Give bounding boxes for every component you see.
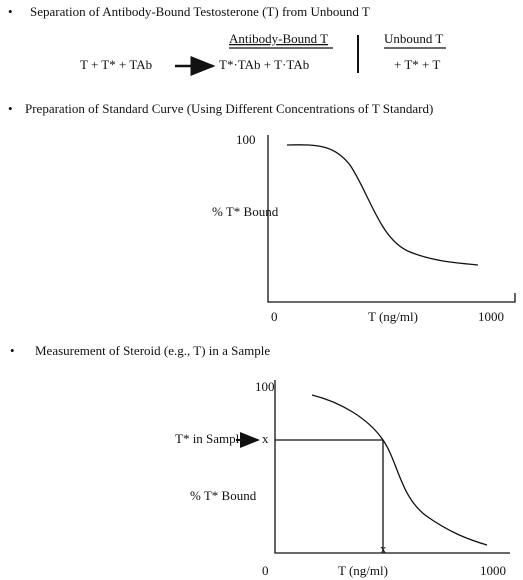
y-top-label: 100	[255, 379, 275, 394]
section-title: Measurement of Steroid (e.g., T) in a Sa…	[35, 343, 270, 358]
bound-header: Antibody-Bound T	[229, 31, 328, 46]
axes	[274, 380, 510, 554]
sample-label: T* in Sample	[175, 431, 245, 446]
x-axis-label: T (ng/ml)	[338, 563, 388, 578]
bound-products: T*·TAb + T·TAb	[219, 57, 309, 72]
x-end-label: 1000	[480, 563, 506, 578]
bullet: •	[8, 4, 13, 19]
x-marker: x	[380, 541, 387, 556]
bullet: •	[8, 101, 13, 116]
y-axis-label: % T* Bound	[212, 204, 279, 219]
y-marker: x	[262, 431, 269, 446]
x-axis-label: T (ng/ml)	[368, 309, 418, 324]
unbound-header: Unbound T	[384, 31, 443, 46]
sample-curve	[311, 394, 488, 546]
x-start-label: 0	[271, 309, 278, 324]
unbound-products: + T* + T	[394, 57, 440, 72]
reactants: T + T* + TAb	[80, 57, 152, 72]
standard-curve	[286, 144, 479, 266]
x-end-label: 1000	[478, 309, 504, 324]
x-start-label: 0	[262, 563, 269, 578]
section-title: Separation of Antibody-Bound Testosteron…	[30, 4, 370, 19]
bullet: •	[10, 343, 15, 358]
section-title: Preparation of Standard Curve (Using Dif…	[25, 101, 433, 116]
y-axis-label: % T* Bound	[190, 488, 257, 503]
y-top-label: 100	[236, 132, 256, 147]
axes	[267, 135, 516, 303]
